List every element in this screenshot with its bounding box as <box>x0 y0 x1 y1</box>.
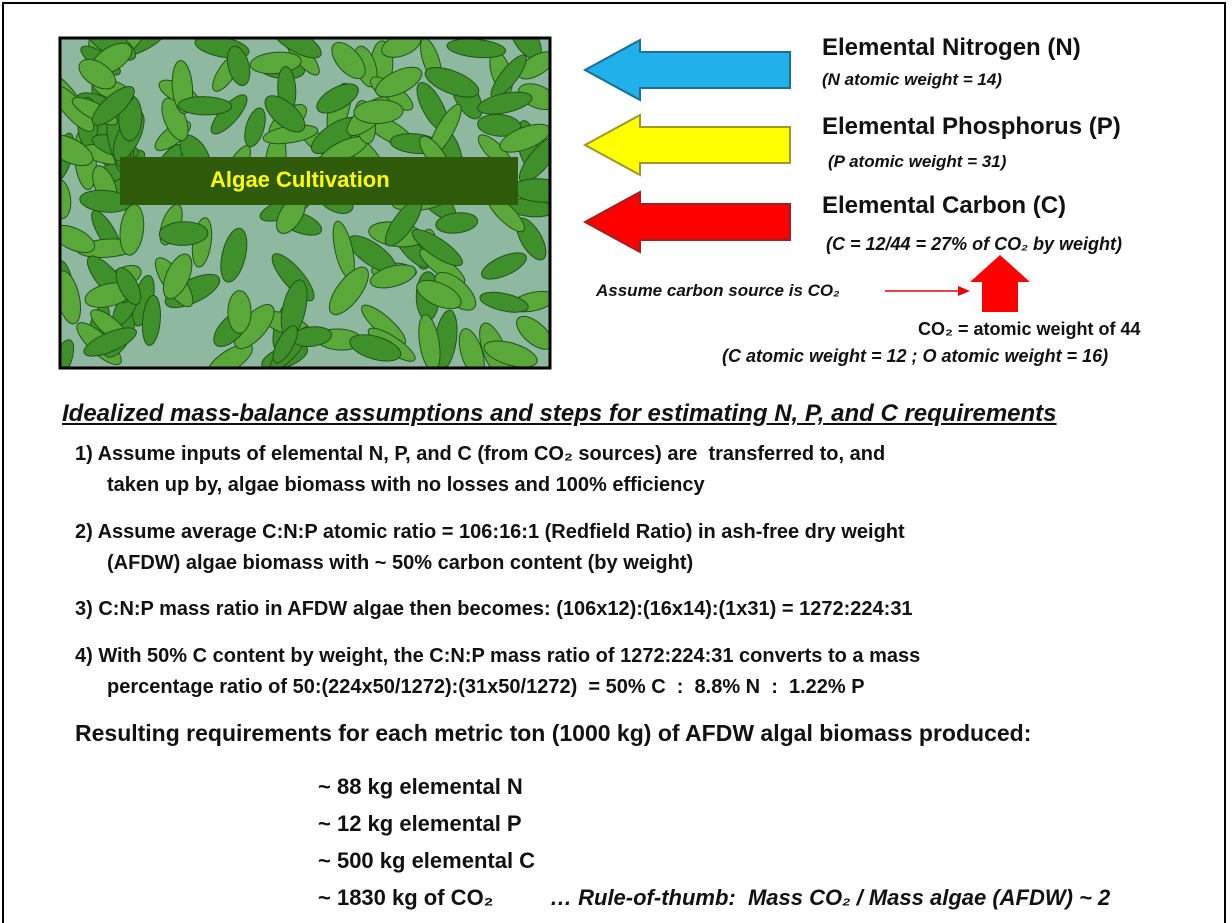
carbon-source: Assume carbon source is CO₂ <box>596 281 840 301</box>
result: ~ 1830 kg of CO₂ <box>318 885 493 911</box>
result: ~ 12 kg elemental P <box>318 811 522 837</box>
step-line: taken up by, algae biomass with no losse… <box>107 474 705 497</box>
carbon-arrow <box>585 192 790 252</box>
phosphorus-arrow <box>585 115 790 175</box>
co2-arrow <box>970 255 1030 312</box>
result: ~ 88 kg elemental N <box>318 774 523 800</box>
pointer-head <box>958 286 970 296</box>
input-note: (N atomic weight = 14) <box>822 70 1002 90</box>
section-title: Idealized mass-balance assumptions and s… <box>62 400 1057 428</box>
input-note: (C = 12/44 = 27% of CO₂ by weight) <box>826 234 1122 255</box>
rule-of-thumb: … Rule-of-thumb: Mass CO₂ / Mass algae (… <box>550 885 1110 911</box>
step-line: 3) C:N:P mass ratio in AFDW algae then b… <box>75 598 913 621</box>
nitrogen-arrow <box>585 40 790 100</box>
input-title: Elemental Phosphorus (P) <box>822 113 1121 141</box>
results-title: Resulting requirements for each metric t… <box>75 720 1031 747</box>
step-line: (AFDW) algae biomass with ~ 50% carbon c… <box>107 552 693 575</box>
slide: Algae Cultivation Elemental Nitrogen (N)… <box>0 0 1232 923</box>
result: ~ 500 kg elemental C <box>318 848 535 874</box>
step-line: 4) With 50% C content by weight, the C:N… <box>75 645 920 668</box>
input-title: Elemental Carbon (C) <box>822 192 1066 220</box>
step-line: percentage ratio of 50:(224x50/1272):(31… <box>107 676 865 699</box>
input-note: (P atomic weight = 31) <box>828 152 1006 172</box>
image-label: Algae Cultivation <box>210 167 390 193</box>
step-line: 2) Assume average C:N:P atomic ratio = 1… <box>75 521 905 544</box>
input-title: Elemental Nitrogen (N) <box>822 34 1081 62</box>
algae-cell <box>228 291 251 334</box>
step-line: 1) Assume inputs of elemental N, P, and … <box>75 443 885 466</box>
atomic-weights: (C atomic weight = 12 ; O atomic weight … <box>722 346 1108 367</box>
co2-weight: CO₂ = atomic weight of 44 <box>918 319 1141 340</box>
